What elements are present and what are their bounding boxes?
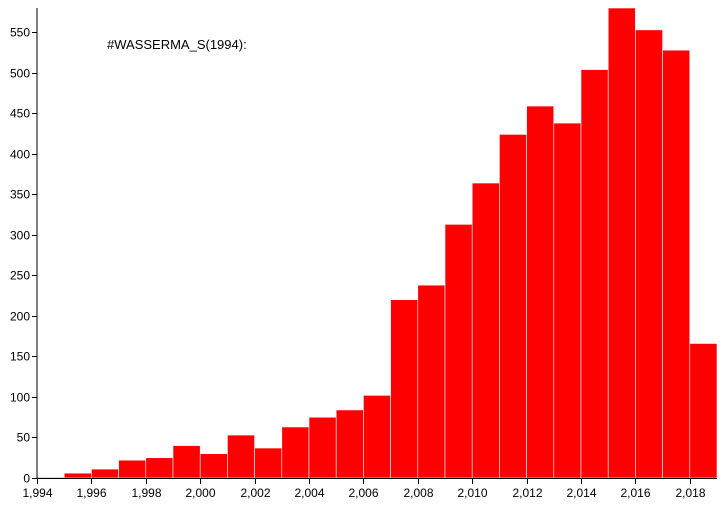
bar-2009 — [444, 224, 473, 479]
y-tick-label-150: 150 — [10, 350, 30, 364]
y-tick-label-350: 350 — [10, 188, 30, 202]
y-tick-label-100: 100 — [10, 391, 30, 405]
chart-annotation: #WASSERMA_S(1994): — [107, 37, 247, 52]
bar-2017 — [662, 49, 691, 479]
y-tick-label-450: 450 — [10, 107, 30, 121]
bar-2001 — [227, 434, 255, 479]
bar-2012 — [526, 105, 555, 479]
x-tick-label-2006: 2,006 — [348, 486, 378, 500]
y-tick-label-500: 500 — [10, 67, 30, 81]
y-tick-label-0: 0 — [23, 472, 30, 486]
y-tick-label-200: 200 — [10, 310, 30, 324]
bar-2008 — [417, 284, 446, 479]
x-tick-label-2010: 2,010 — [457, 486, 487, 500]
bar-2003 — [281, 426, 310, 479]
bar-2005 — [335, 409, 364, 479]
bar-2000 — [199, 453, 228, 479]
bar-2002 — [254, 447, 283, 479]
x-tick-label-1998: 1,998 — [131, 486, 161, 500]
x-tick-label-1994: 1,994 — [22, 486, 52, 500]
bar-1999 — [172, 445, 201, 479]
x-tick-label-2000: 2,000 — [185, 486, 215, 500]
bar-2004 — [308, 416, 337, 479]
x-tick-label-2018: 2,018 — [675, 486, 705, 500]
bar-1995 — [63, 472, 92, 479]
bar-2016 — [635, 29, 663, 479]
bar-2010 — [471, 182, 500, 479]
x-tick-label-2002: 2,002 — [240, 486, 270, 500]
y-tick-label-50: 50 — [17, 431, 31, 445]
bar-1994 — [36, 476, 65, 479]
x-tick-label-2004: 2,004 — [294, 486, 324, 500]
x-tick-label-1996: 1,996 — [76, 486, 106, 500]
x-tick-label-2016: 2,016 — [620, 486, 650, 500]
x-tick-label-2008: 2,008 — [403, 486, 433, 500]
bar-2014 — [580, 69, 609, 479]
bars-group — [36, 7, 718, 479]
bar-1998 — [145, 457, 174, 479]
x-tick-label-2014: 2,014 — [566, 486, 596, 500]
y-tick-label-300: 300 — [10, 229, 30, 243]
bar-2011 — [499, 134, 527, 479]
bar-2018 — [689, 343, 718, 479]
bar-2015 — [607, 7, 636, 479]
y-tick-label-550: 550 — [10, 26, 30, 40]
bar-2007 — [390, 299, 419, 479]
y-tick-label-250: 250 — [10, 269, 30, 283]
bar-1997 — [118, 459, 147, 479]
bar-2013 — [553, 122, 582, 479]
x-tick-label-2012: 2,012 — [512, 486, 542, 500]
axes-group: 0 50 100 150 200 250 300 350 400 450 500 550 1,994 1,… — [10, 8, 717, 500]
bar-2006 — [363, 395, 391, 479]
y-tick-label-400: 400 — [10, 148, 30, 162]
bar-1996 — [91, 468, 119, 479]
